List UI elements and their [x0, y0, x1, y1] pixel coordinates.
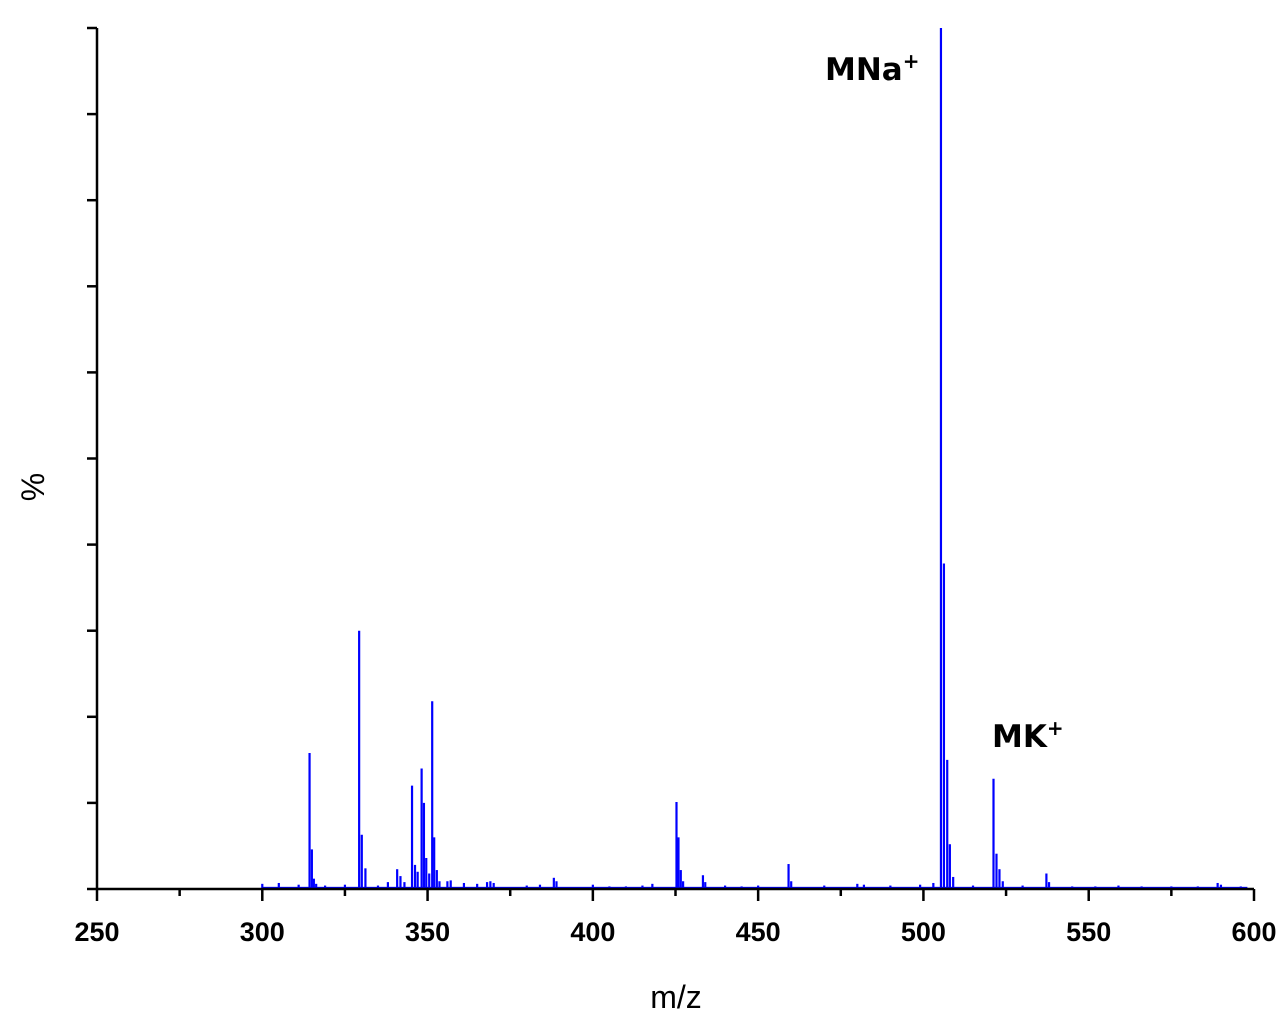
annotation-mna: MNa+	[825, 49, 919, 88]
annotation-mk-label: MK	[992, 719, 1048, 755]
x-axis-title: m/z	[650, 979, 702, 1015]
annotation-mna-label: MNa	[825, 52, 903, 88]
x-tick-labels: 250 300 350 400 450 500 550 600	[74, 917, 1276, 947]
x-tick-label-450: 450	[736, 917, 781, 947]
annotation-mk-sup: +	[1047, 716, 1064, 740]
x-tick-label-600: 600	[1231, 917, 1276, 947]
x-tick-label-500: 500	[901, 917, 946, 947]
annotation-mk: MK+	[992, 716, 1064, 755]
y-ticks	[87, 26, 97, 891]
x-tick-label-550: 550	[1066, 917, 1111, 947]
x-tick-label-300: 300	[240, 917, 285, 947]
x-tick-label-400: 400	[570, 917, 615, 947]
peaks-series	[261, 28, 1242, 889]
annotation-mna-sup: +	[903, 49, 920, 73]
axes	[95, 28, 1254, 891]
y-axis-title: %	[15, 473, 51, 501]
x-tick-label-350: 350	[405, 917, 450, 947]
x-tick-label-250: 250	[74, 917, 119, 947]
x-ticks	[95, 889, 1256, 901]
